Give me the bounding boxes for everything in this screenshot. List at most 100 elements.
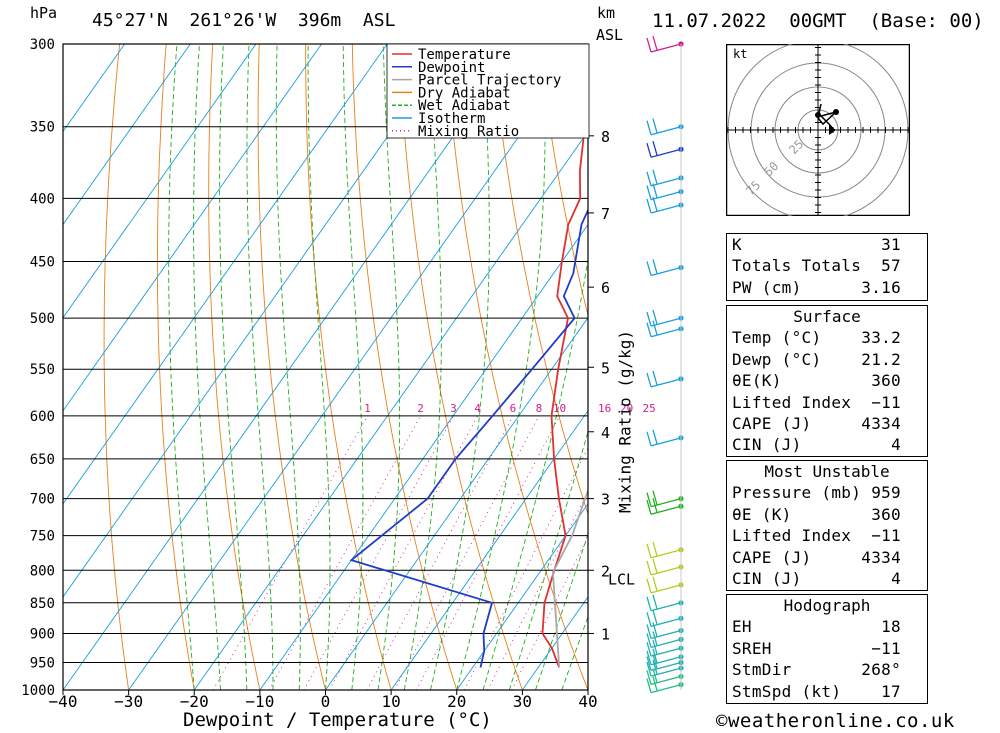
wind-barb-feather	[646, 143, 652, 158]
wind-barb-feather	[646, 578, 652, 594]
mixing-ratio-line	[268, 415, 421, 690]
wind-barb-feather	[652, 118, 658, 133]
isotherm-line	[63, 44, 322, 412]
indices-top-table: K 31 Totals Totals 57 PW (cm) 3.16	[726, 233, 928, 301]
mixing-ratio-label: 3	[450, 402, 457, 415]
wind-barb-feather	[646, 500, 652, 515]
wet-adiabat-line	[246, 44, 274, 690]
mixing-ratio-label: 20	[620, 402, 633, 415]
surface-title: Surface	[793, 307, 861, 326]
wind-barb-feather	[652, 320, 658, 335]
mixing-ratio-axis-title: Mixing Ratio (g/kg)	[615, 329, 635, 514]
dry-adiabat-line	[257, 44, 326, 690]
km-tick-label: 6	[601, 279, 610, 297]
dry-adiabat-line	[957, 44, 1000, 690]
km-tick-label: 4	[601, 424, 610, 442]
legend-entry: Dry Adiabat	[418, 85, 511, 101]
wind-barb-feather	[652, 648, 658, 663]
mixing-ratio-label: 16	[598, 402, 611, 415]
wind-barb-feather	[646, 670, 652, 685]
datetime-title: 11.07.2022 00GMT (Base: 00)	[652, 10, 984, 32]
hodograph: kt 25 50 75	[726, 44, 910, 216]
wind-barb-feather	[646, 185, 652, 200]
wind-barb-feather	[646, 678, 652, 693]
wet-adiabat-line	[535, 532, 588, 690]
x-tick-label: 30	[513, 692, 532, 711]
wind-barb-feather	[652, 498, 658, 513]
wind-barb-feather	[652, 676, 658, 691]
wind-barb-feather	[646, 641, 652, 657]
series-line-dewpoint	[349, 44, 588, 668]
hodograph-table: Hodograph EH 18 SREH −11 StmDir 268° StmSpd…	[726, 594, 928, 704]
wind-barb-staff	[650, 328, 682, 338]
x-tick-label: 0	[321, 692, 331, 711]
km-tick-label: 2	[601, 562, 610, 580]
km-tick-label: 7	[601, 205, 610, 223]
wind-barb-feather	[646, 311, 652, 327]
wind-barb-staff	[650, 584, 682, 594]
wind-barb-feather	[646, 633, 652, 648]
wet-adiabat-line	[342, 44, 364, 690]
hodograph-point	[815, 112, 821, 118]
x-tick-label: 40	[578, 692, 597, 711]
pressure-tick-label: 550	[30, 362, 55, 378]
isotherm-line	[128, 44, 585, 690]
wet-adiabat-line	[168, 44, 195, 690]
series-line-parcel-trajectory	[551, 488, 588, 668]
wind-barb-feather	[646, 198, 652, 214]
wind-barb-feather	[652, 196, 658, 212]
km-tick-label: 5	[601, 359, 610, 377]
isotherm-line	[193, 130, 588, 690]
isotherm-line	[63, 44, 388, 505]
wind-barb-staff	[650, 629, 682, 640]
x-tick-label: 20	[447, 692, 466, 711]
hodograph-row: StmSpd (kt) 17	[732, 681, 901, 701]
legend-entry: Parcel Trajectory	[418, 73, 561, 89]
station-location-title: 45°27'N 261°26'W 396m ASL	[92, 10, 396, 31]
footer-credit[interactable]: ©weatheronline.co.uk	[716, 710, 955, 732]
mixing-ratio-label: 6	[510, 402, 517, 415]
legend-entry: Wet Adiabat	[418, 98, 511, 114]
pressure-tick-label: 700	[30, 492, 55, 508]
wind-barb-feather	[646, 372, 652, 388]
pressure-tick-label: 900	[30, 626, 55, 642]
mixing-ratio-line	[416, 415, 560, 690]
pressure-tick-label: 500	[30, 311, 55, 327]
wind-barb-feather	[646, 656, 652, 671]
hodograph-row: EH 18	[732, 617, 901, 637]
most-unstable-row: θE (K) 360	[732, 504, 901, 524]
wind-barb-feather	[646, 596, 652, 611]
dry-adiabat-line	[208, 44, 261, 690]
wind-barb-staff	[650, 549, 682, 559]
wind-barb-staff	[650, 602, 682, 612]
wind-barb-feather	[652, 639, 658, 655]
wet-adiabat-line	[456, 44, 546, 690]
wet-adiabat-line	[307, 44, 331, 690]
series-line-temperature	[541, 44, 587, 668]
wind-barb-feather	[646, 261, 652, 276]
hodograph-point	[833, 109, 839, 115]
wind-barb-feather	[652, 490, 658, 505]
km-unit-label: km	[597, 4, 616, 22]
isotherm-line	[63, 44, 191, 226]
mixing-ratio-label: 4	[474, 402, 481, 415]
km-tick-label: 8	[601, 128, 610, 146]
pressure-tick-label: 350	[30, 120, 55, 136]
wind-barb-staff	[650, 190, 682, 201]
wind-barb-staff	[650, 177, 682, 187]
most-unstable-table: Most Unstable Pressure (mb) 959 θE (K) 360…	[726, 460, 928, 591]
isotherm-line	[259, 223, 588, 690]
legend-entry: Mixing Ratio	[418, 124, 519, 140]
wind-barb-feather	[646, 661, 652, 677]
index-row: K 31	[732, 235, 901, 254]
pressure-tick-label: 800	[30, 563, 55, 579]
wind-barb-feather	[652, 610, 658, 625]
dry-adiabat-line	[444, 44, 588, 690]
wet-adiabat-line	[219, 44, 248, 690]
surface-row: θE(K) 360	[732, 371, 901, 391]
isotherm-line	[325, 316, 588, 690]
wind-barb-staff	[650, 497, 682, 508]
isotherm-line	[456, 503, 588, 690]
legend-entry: Isotherm	[418, 111, 485, 127]
pressure-tick-label: 450	[30, 255, 55, 271]
